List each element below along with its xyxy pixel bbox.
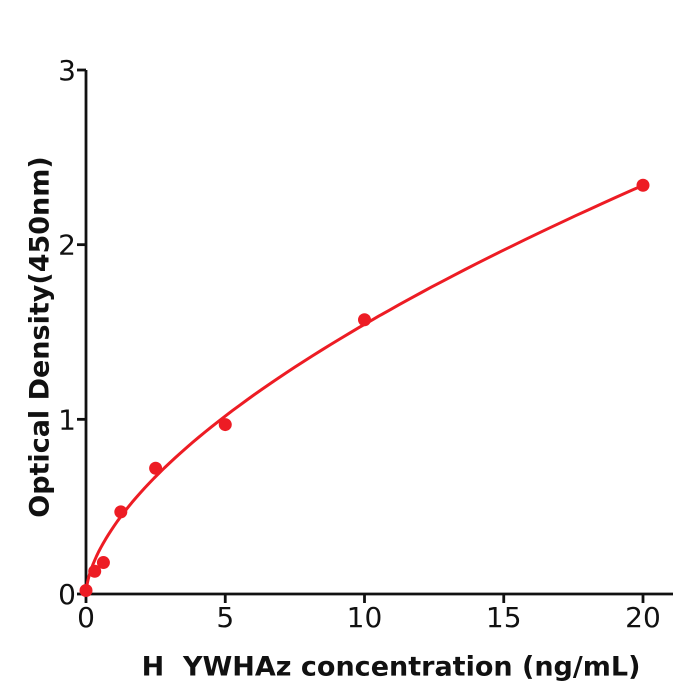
x-tick-label: 0 xyxy=(77,601,95,634)
x-tick-label: 15 xyxy=(486,601,522,634)
data-point xyxy=(96,556,110,570)
y-tick-label: 3 xyxy=(58,54,76,87)
y-axis-title: Optical Density(450nm) xyxy=(24,156,56,518)
x-tick-label: 5 xyxy=(216,601,234,634)
x-tick-label: 10 xyxy=(347,601,383,634)
y-tick-label: 1 xyxy=(58,403,76,436)
fit-curve xyxy=(84,183,645,596)
data-point xyxy=(79,584,93,598)
y-tick-label: 2 xyxy=(58,229,76,262)
data-point xyxy=(218,418,232,432)
x-tick-label: 20 xyxy=(625,601,661,634)
data-point xyxy=(88,564,102,578)
x-axis-title: H YWHAz concentration (ng/mL) xyxy=(141,651,641,683)
y-tick-label: 0 xyxy=(58,578,76,611)
data-point xyxy=(636,178,650,192)
data-point xyxy=(114,505,128,519)
data-point xyxy=(358,313,371,327)
data-point xyxy=(149,461,163,475)
